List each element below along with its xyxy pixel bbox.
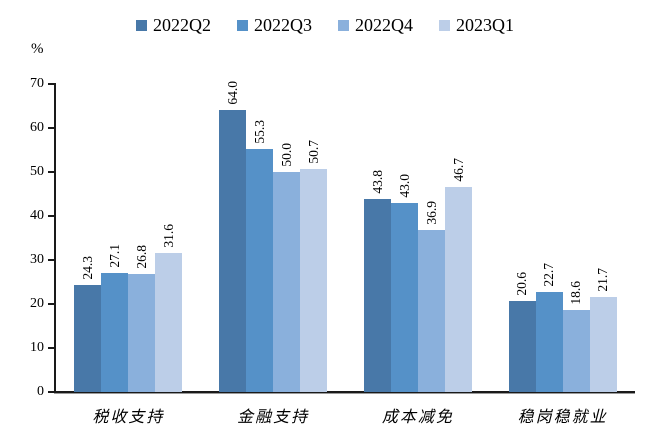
plot-area: 24.3 27.1 26.8 31.6 税收支持 64.0 55.3 50.0 50.7 金融支持… xyxy=(30,77,635,426)
bar-2022Q3-金融支持 xyxy=(246,149,274,392)
legend-item-2022Q4: 2022Q4 xyxy=(338,16,413,34)
bar-2022Q3-稳岗稳就业 xyxy=(535,292,563,392)
bar-column: 24.3 xyxy=(74,84,102,392)
bar-column: 46.7 xyxy=(444,84,472,392)
y-axis-tick xyxy=(48,391,54,393)
y-axis-unit-label: % xyxy=(31,41,44,57)
bar-column: 20.6 xyxy=(508,84,536,392)
legend-label: 2022Q3 xyxy=(254,15,312,35)
legend-swatch-icon xyxy=(338,19,349,31)
bar-column: 31.6 xyxy=(155,84,183,392)
y-axis-tick-label: 30 xyxy=(30,252,44,267)
bar-value-label: 43.0 xyxy=(396,174,412,198)
y-axis-tick-label: 20 xyxy=(30,296,44,311)
y-axis-tick xyxy=(48,259,54,261)
bar-column: 18.6 xyxy=(562,84,590,392)
y-axis-tick-label: 10 xyxy=(30,340,44,355)
bar-column: 64.0 xyxy=(219,81,247,392)
bar-value-label: 50.7 xyxy=(305,140,321,164)
y-axis-tick-label: 70 xyxy=(30,76,44,91)
y-axis-line xyxy=(54,83,56,393)
y-axis-tick-label: 50 xyxy=(30,164,44,179)
bar-value-label: 18.6 xyxy=(568,281,584,305)
bar-2022Q2-成本减免 xyxy=(363,199,391,392)
bar-2022Q4-稳岗稳就业 xyxy=(562,310,590,392)
bar-column: 50.0 xyxy=(273,84,301,392)
bar-column: 27.1 xyxy=(101,84,129,392)
legend-item-2022Q3: 2022Q3 xyxy=(237,16,312,34)
bar-2022Q2-税收支持 xyxy=(74,285,102,392)
y-axis-tick xyxy=(48,171,54,173)
bar-value-label: 43.8 xyxy=(369,170,385,194)
bar-column: 55.3 xyxy=(246,84,274,392)
bar-group: 43.8 43.0 36.9 46.7 成本减免 xyxy=(346,84,491,426)
y-axis-tick xyxy=(48,347,54,349)
category-label: 金融支持 xyxy=(237,409,310,426)
bar-group: 64.0 55.3 50.0 50.7 金融支持 xyxy=(201,81,346,426)
bar-2022Q3-税收支持 xyxy=(101,273,129,392)
bar-value-label: 21.7 xyxy=(595,268,611,292)
y-axis-tick xyxy=(48,83,54,85)
x-axis-line xyxy=(54,391,635,394)
bar-value-label: 50.0 xyxy=(278,143,294,167)
bar-value-label: 27.1 xyxy=(107,244,123,268)
bar-column: 50.7 xyxy=(300,84,328,392)
bar-2023Q1-税收支持 xyxy=(155,253,183,392)
bar-value-label: 64.0 xyxy=(224,81,240,105)
bar-2023Q1-金融支持 xyxy=(300,169,328,392)
legend-label: 2022Q4 xyxy=(355,15,413,35)
bar-value-label: 26.8 xyxy=(134,245,150,269)
bar-value-label: 20.6 xyxy=(514,272,530,296)
bar-2023Q1-稳岗稳就业 xyxy=(589,297,617,392)
bar-groups-container: 24.3 27.1 26.8 31.6 税收支持 64.0 55.3 50.0 50.7 金融支持… xyxy=(56,81,635,426)
bar-column: 43.0 xyxy=(390,84,418,392)
bar-2022Q2-金融支持 xyxy=(219,110,247,392)
y-axis-tick-label: 60 xyxy=(30,120,44,135)
legend-swatch-icon xyxy=(439,19,450,31)
legend-item-2022Q2: 2022Q2 xyxy=(136,16,211,34)
bar-column: 36.9 xyxy=(417,84,445,392)
y-axis-tick xyxy=(48,303,54,305)
category-label: 稳岗稳就业 xyxy=(517,409,608,426)
y-axis-tick-label: 40 xyxy=(30,208,44,223)
bar-value-label: 36.9 xyxy=(423,201,439,225)
bar-group: 24.3 27.1 26.8 31.6 税收支持 xyxy=(56,84,201,426)
bar-column: 21.7 xyxy=(589,84,617,392)
category-label: 成本减免 xyxy=(381,409,454,426)
bar-value-label: 22.7 xyxy=(541,263,557,287)
bar-column: 26.8 xyxy=(128,84,156,392)
legend-label: 2022Q2 xyxy=(153,15,211,35)
legend-label: 2023Q1 xyxy=(456,15,514,35)
legend-item-2023Q1: 2023Q1 xyxy=(439,16,514,34)
bar-value-label: 24.3 xyxy=(80,256,96,280)
category-label: 税收支持 xyxy=(92,409,165,426)
legend-swatch-icon xyxy=(136,19,147,31)
bar-value-label: 46.7 xyxy=(450,158,466,182)
y-axis-tick-label: 0 xyxy=(37,384,44,399)
bar-value-label: 31.6 xyxy=(161,224,177,248)
bar-2022Q4-税收支持 xyxy=(128,274,156,392)
bar-value-label: 55.3 xyxy=(251,120,267,144)
bar-2022Q2-稳岗稳就业 xyxy=(508,301,536,392)
bar-2022Q3-成本减免 xyxy=(390,203,418,392)
y-axis-tick xyxy=(48,215,54,217)
chart-legend: 2022Q2 2022Q3 2022Q4 2023Q1 xyxy=(0,16,650,34)
bar-group: 20.6 22.7 18.6 21.7 稳岗稳就业 xyxy=(490,84,635,426)
bar-column: 22.7 xyxy=(535,84,563,392)
y-axis-tick xyxy=(48,127,54,129)
bar-2023Q1-成本减免 xyxy=(444,187,472,392)
bar-2022Q4-成本减免 xyxy=(417,230,445,392)
legend-swatch-icon xyxy=(237,19,248,31)
bar-column: 43.8 xyxy=(363,84,391,392)
bar-2022Q4-金融支持 xyxy=(273,172,301,392)
